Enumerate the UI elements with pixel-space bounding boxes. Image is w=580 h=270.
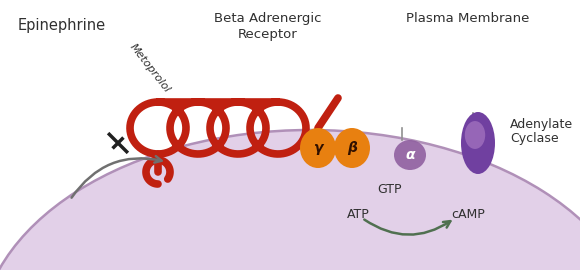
Text: Cyclase: Cyclase (510, 132, 559, 145)
Ellipse shape (334, 128, 370, 168)
Text: Epinephrine: Epinephrine (18, 18, 106, 33)
Ellipse shape (0, 130, 580, 270)
Text: GTP: GTP (378, 183, 403, 196)
Text: Plasma Membrane: Plasma Membrane (407, 12, 530, 25)
Text: Metoprolol: Metoprolol (128, 42, 172, 94)
Ellipse shape (394, 140, 426, 170)
Text: β: β (347, 141, 357, 155)
Text: α: α (405, 148, 415, 162)
Ellipse shape (461, 112, 495, 174)
Text: cAMP: cAMP (451, 208, 485, 221)
Text: ATP: ATP (347, 208, 369, 221)
Ellipse shape (300, 128, 336, 168)
Text: γ: γ (313, 141, 322, 155)
Text: Beta Adrenergic: Beta Adrenergic (214, 12, 322, 25)
Text: Receptor: Receptor (238, 28, 298, 41)
Text: Adenylate: Adenylate (510, 118, 573, 131)
Ellipse shape (465, 121, 485, 149)
